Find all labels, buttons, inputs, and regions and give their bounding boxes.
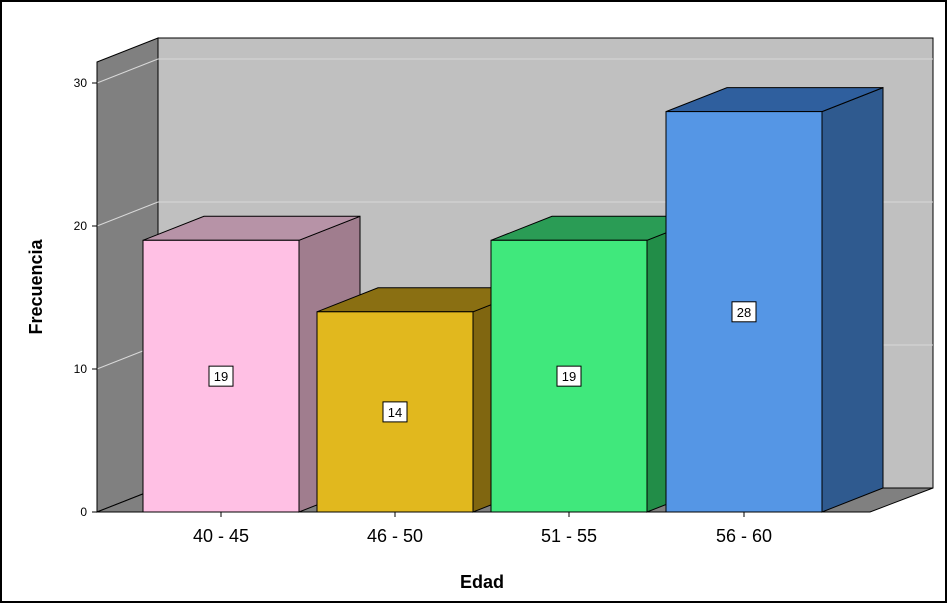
- gridline-side: [96, 58, 159, 84]
- y-tick-label: 30: [74, 76, 88, 90]
- x-axis-ticks: 40 - 45 46 - 50 51 - 55 56 - 60: [193, 512, 772, 546]
- y-tick-label: 0: [80, 505, 87, 519]
- bar-4: 28: [665, 86, 884, 513]
- y-tick-label: 20: [74, 219, 88, 233]
- x-tick-label: 56 - 60: [716, 526, 772, 546]
- data-label: 14: [388, 405, 402, 420]
- x-tick-label: 46 - 50: [367, 526, 423, 546]
- data-label: 28: [737, 305, 751, 320]
- x-axis-title: Edad: [460, 572, 504, 592]
- gridline-side: [96, 201, 159, 227]
- bars: 19 14 19 28: [142, 86, 884, 513]
- data-label: 19: [214, 369, 228, 384]
- bar-side: [821, 86, 884, 513]
- data-label-box: [731, 301, 757, 323]
- y-axis-title: Frecuencia: [26, 238, 46, 334]
- x-tick-label: 40 - 45: [193, 526, 249, 546]
- y-tick-label: 10: [74, 362, 88, 376]
- y-axis-ticks: 0 10 20 30: [74, 76, 98, 519]
- data-label-box: [208, 365, 234, 387]
- data-label-box: [556, 365, 582, 387]
- x-tick-label: 51 - 55: [541, 526, 597, 546]
- data-label-box: [382, 401, 408, 423]
- data-label: 19: [562, 369, 576, 384]
